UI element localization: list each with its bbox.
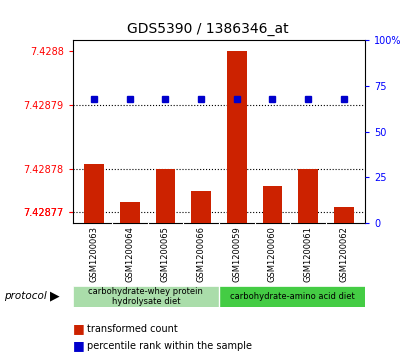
Text: protocol: protocol [4, 291, 47, 301]
Text: GSM1200066: GSM1200066 [197, 227, 205, 282]
Bar [334, 207, 354, 223]
Text: GSM1200062: GSM1200062 [339, 227, 348, 282]
Text: GSM1200061: GSM1200061 [304, 227, 312, 282]
Text: ■: ■ [73, 339, 84, 352]
Text: ■: ■ [73, 322, 84, 335]
Bar [156, 169, 175, 223]
Text: GSM1200059: GSM1200059 [232, 227, 241, 282]
Text: GSM1200060: GSM1200060 [268, 227, 277, 282]
Text: carbohydrate-amino acid diet: carbohydrate-amino acid diet [229, 292, 354, 301]
Text: GSM1200063: GSM1200063 [90, 227, 98, 282]
Text: GDS5390 / 1386346_at: GDS5390 / 1386346_at [127, 22, 288, 36]
Text: percentile rank within the sample: percentile rank within the sample [87, 340, 252, 351]
Bar [298, 169, 318, 223]
Bar [73, 286, 219, 307]
Bar [219, 286, 365, 307]
Bar [263, 185, 282, 223]
Text: transformed count: transformed count [87, 323, 178, 334]
Bar [227, 51, 247, 223]
Text: GSM1200064: GSM1200064 [125, 227, 134, 282]
Bar [191, 191, 211, 223]
Bar [84, 164, 104, 223]
Text: GSM1200065: GSM1200065 [161, 227, 170, 282]
Text: carbohydrate-whey protein
hydrolysate diet: carbohydrate-whey protein hydrolysate di… [88, 286, 203, 306]
Text: ▶: ▶ [50, 290, 59, 303]
Bar [120, 202, 139, 223]
